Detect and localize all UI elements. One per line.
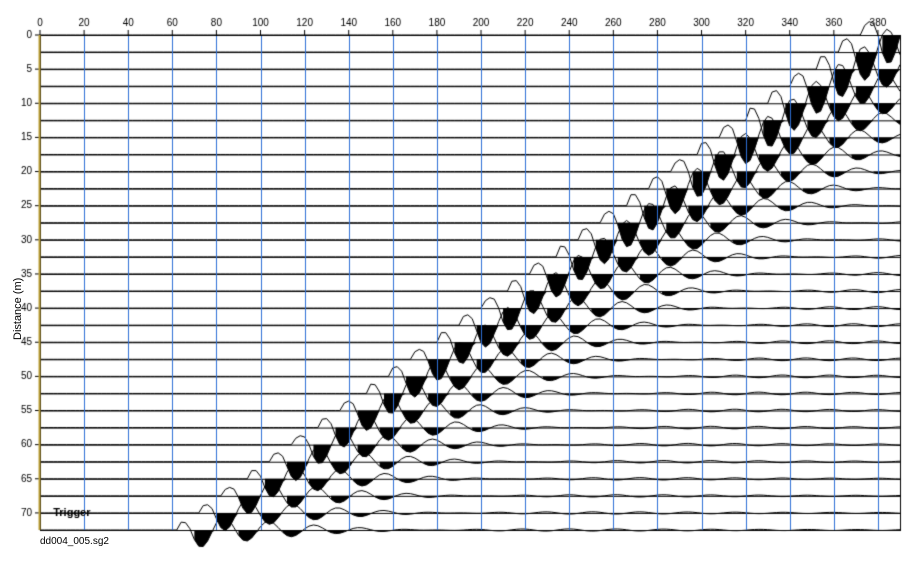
seismic-wiggle-plot: Distance (m) dd004_005.sg2 — [0, 0, 912, 579]
y-axis-label: Distance (m) — [12, 278, 24, 340]
file-caption: dd004_005.sg2 — [40, 536, 109, 547]
plot-canvas — [0, 0, 912, 579]
